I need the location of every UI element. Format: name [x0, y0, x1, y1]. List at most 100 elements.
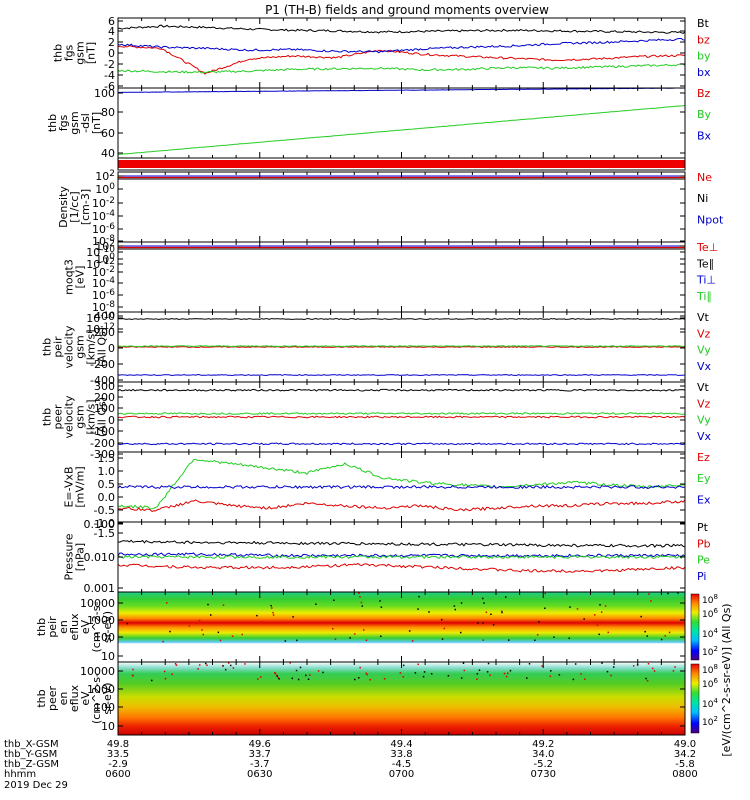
spectrogram-speckle [672, 670, 675, 672]
spectrogram-speckle [188, 625, 191, 627]
colorbar-tick-label: 108 [702, 663, 718, 676]
y-tick-label: 10-4 [92, 276, 115, 290]
spectrogram-speckle [486, 671, 489, 673]
x-row-label: thb_X-GSM [4, 739, 59, 750]
legend-pe: Pe [697, 554, 710, 567]
legend-by: By [697, 108, 712, 121]
panel-peir-velocity: 400 200 0 -200 -400 thbpeirvelocitygsm[km/s](… [41, 310, 712, 387]
y-tick-label: -1.0 [94, 517, 115, 530]
x-row-label: thb_Z-GSM [4, 759, 59, 770]
y-tick-label: 0.5 [98, 478, 116, 491]
y-tick-label: 1.0 [98, 465, 116, 478]
spectrogram-speckle [361, 605, 364, 607]
y-tick-label: 10 [101, 720, 115, 733]
figure-title: P1 (TH-B) fields and ground moments over… [265, 3, 549, 17]
spectrogram-speckle [198, 664, 201, 666]
spectrogram-speckle [222, 604, 225, 606]
spectrogram-speckle [202, 633, 205, 636]
y-tick-label: 0 [108, 414, 115, 427]
spectrogram-speckle [399, 672, 402, 674]
spectrogram-speckle [278, 678, 280, 680]
x-tick-value: 49.2 [532, 739, 554, 750]
spectrogram-speckle [231, 635, 234, 637]
spectrogram-speckle [257, 678, 259, 680]
y-tick-label: 10-12 [86, 322, 115, 336]
spectrogram-speckle [447, 674, 450, 677]
spectrogram-speckle [646, 635, 648, 637]
series-vt [117, 318, 686, 320]
legend-ez: Ez [697, 451, 710, 464]
spectrogram-speckle [544, 607, 546, 610]
spectrogram-speckle [276, 675, 279, 677]
series-by [118, 104, 686, 155]
legend-bx: Bx [697, 129, 712, 142]
spectrogram-speckle [227, 662, 230, 664]
x-tick-value: 33.8 [390, 749, 412, 760]
y-tick-label: 6 [108, 15, 115, 28]
spectrogram-speckle [583, 618, 585, 620]
x-tick-value: 33.5 [107, 749, 129, 760]
quality-flag-frame [117, 157, 686, 171]
colorbar-tick-label: 104 [702, 627, 718, 640]
y-tick-label: 4 [108, 25, 115, 38]
spectrogram-speckle [165, 602, 168, 604]
y-tick-label: -100 [90, 425, 115, 438]
series-vy [117, 345, 686, 348]
spectrogram-speckle [284, 640, 287, 642]
x-tick-value: 0630 [247, 769, 272, 780]
spectrogram-speckle [423, 671, 426, 673]
spectrogram-speckle [506, 672, 509, 675]
spectrogram-speckle [209, 614, 212, 616]
legend-vt: Vt [697, 311, 710, 324]
legend-bz: bz [697, 33, 710, 46]
spectrogram-speckle [653, 670, 656, 672]
series-pi [117, 552, 686, 558]
x-tick-value: 34.0 [532, 749, 554, 760]
legend-pi: Pi [697, 570, 706, 583]
spectrogram-speckle [379, 600, 381, 602]
x-row-label: 2019 Dec 29 [4, 780, 68, 791]
y-tick-label: 100 [94, 701, 115, 714]
spectrogram-speckle [487, 662, 490, 665]
spectrogram-speckle [677, 592, 679, 594]
spectrogram-speckle [274, 672, 276, 674]
spectrogram-speckle [501, 611, 503, 614]
spectrogram-speckle [334, 638, 337, 640]
y-tick-label: 0 [108, 342, 115, 355]
x-tick-value: 49.6 [249, 739, 271, 750]
y-tick-label: -400 [90, 374, 115, 387]
spectrogram-speckle [460, 602, 463, 604]
spectrogram-speckle [664, 635, 667, 637]
spectrogram-speckle [481, 597, 484, 600]
spectrogram-speckle [422, 675, 425, 678]
x-tick-value: -5.2 [533, 759, 553, 770]
spectrogram-speckle [224, 668, 227, 671]
legend-ex: Ex [697, 493, 711, 506]
spectrogram-speckle [289, 662, 291, 664]
panel-pressure: 0.100 0.010 0.001 Pressure[nPa] Pt Pb Pe Pi [63, 518, 711, 595]
y-tick-label: 102 [95, 239, 115, 253]
y-tick-label: 200 [94, 326, 115, 339]
spectrogram-speckle [132, 668, 134, 671]
spectrogram-speckle [454, 608, 457, 611]
legend-bx: bx [697, 66, 711, 79]
series-vx [117, 442, 686, 446]
x-tick-value: 49.4 [390, 739, 412, 750]
spectrogram-speckle [150, 679, 153, 682]
spectrogram-speckle [572, 678, 575, 681]
panel-fgs-dsl: 100 80 60 40 thbfgsgsm-dsl[nT] Bz By Bx [46, 87, 712, 160]
spectrogram-speckle [359, 595, 361, 598]
y-tick-label: -300 [90, 448, 115, 461]
spectrogram-speckle [365, 672, 368, 675]
spectrogram-speckle [207, 603, 209, 606]
legend-te∥: Te∥ [696, 257, 714, 270]
spectrogram-speckle [482, 639, 485, 641]
legend-ey: Ey [697, 472, 711, 485]
colorbar-tick-label: 106 [702, 677, 718, 690]
series-pb [117, 562, 686, 573]
series-pt [117, 539, 686, 548]
y-axis-label: E=-VxB[mV/m] [63, 466, 87, 507]
x-tick-value: -4.5 [392, 759, 412, 770]
